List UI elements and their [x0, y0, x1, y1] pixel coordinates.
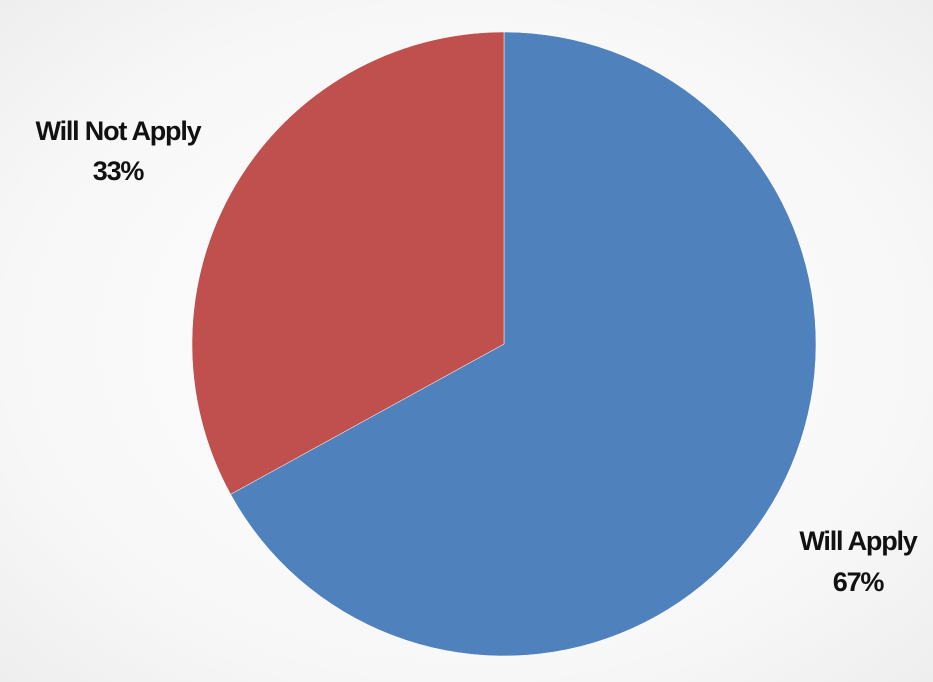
slice-percent-will-not-apply: 33%: [93, 156, 145, 186]
pie-slice-will-not-apply: [191, 31, 505, 495]
slice-label-will-not-apply: Will Not Apply: [36, 116, 202, 146]
slice-percent-will-apply: 67%: [833, 567, 885, 597]
pie-data-labels: Will Apply 67% Will Not Apply 33%: [36, 116, 919, 597]
pie-slices: [191, 31, 817, 657]
pie-slice-will-apply: [230, 31, 817, 657]
slice-label-will-apply: Will Apply: [799, 526, 917, 556]
